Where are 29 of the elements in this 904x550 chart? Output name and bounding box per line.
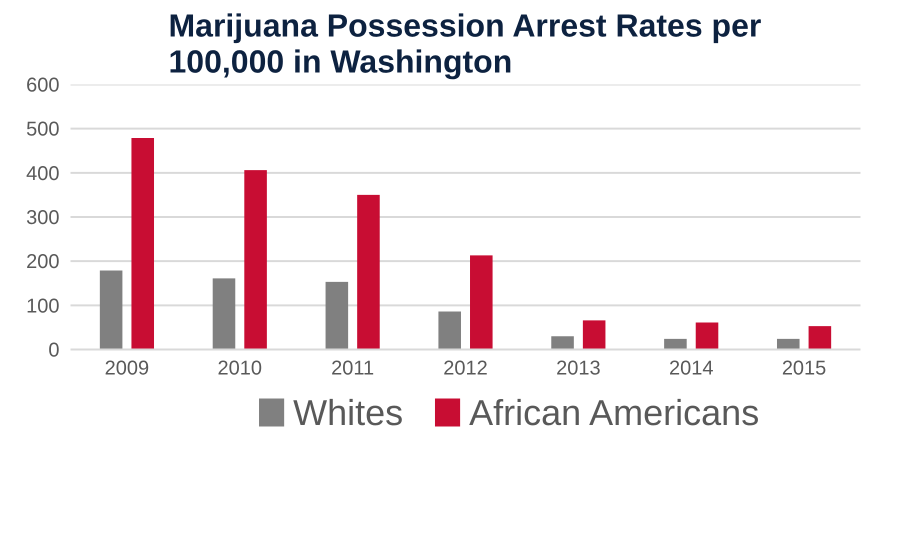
bar <box>551 336 574 350</box>
x-tick-label: 2015 <box>782 358 826 380</box>
bar <box>808 326 832 350</box>
x-tick-label: 2014 <box>668 358 714 380</box>
bar <box>131 138 154 350</box>
y-tick-label: 600 <box>26 74 60 96</box>
bar <box>326 282 348 350</box>
x-tick-label: 2013 <box>556 358 601 380</box>
chart-title: Marijuana Possession Arrest Rates per 100,000 in Washington <box>168 8 762 80</box>
y-tick-label: 0 <box>48 340 60 362</box>
x-tick-label: 2010 <box>218 358 262 380</box>
bar <box>100 270 122 350</box>
x-tick-label: 2012 <box>443 358 488 380</box>
bar <box>470 255 493 350</box>
bar <box>244 170 267 350</box>
y-tick-label: 200 <box>26 251 60 274</box>
y-tick-label: 500 <box>26 118 60 141</box>
y-tick-label: 100 <box>26 295 60 318</box>
y-tick-label: 400 <box>26 162 60 185</box>
legend-label: Whites <box>293 392 404 433</box>
bar <box>696 322 718 350</box>
y-tick-label: 300 <box>26 207 60 229</box>
bar <box>357 194 380 350</box>
bar <box>212 278 236 350</box>
bar <box>582 320 606 350</box>
legend-label: African Americans <box>469 392 760 433</box>
bar <box>438 312 461 350</box>
x-tick-label: 2009 <box>104 358 150 380</box>
x-tick-label: 2011 <box>331 358 374 380</box>
